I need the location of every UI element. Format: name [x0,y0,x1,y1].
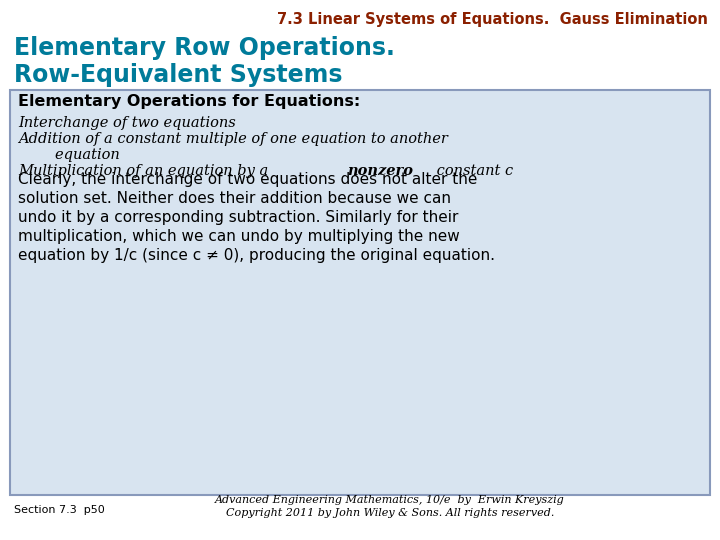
Text: Copyright 2011 by John Wiley & Sons. All rights reserved.: Copyright 2011 by John Wiley & Sons. All… [226,508,554,518]
Text: multiplication, which we can undo by multiplying the new: multiplication, which we can undo by mul… [18,229,460,244]
Text: Multiplication of an equation by a: Multiplication of an equation by a [18,164,273,178]
Text: 7.3 Linear Systems of Equations.  Gauss Elimination: 7.3 Linear Systems of Equations. Gauss E… [277,12,708,27]
Text: solution set. Neither does their addition because we can: solution set. Neither does their additio… [18,191,451,206]
Text: Elementary Row Operations.: Elementary Row Operations. [14,36,395,60]
Text: undo it by a corresponding subtraction. Similarly for their: undo it by a corresponding subtraction. … [18,210,459,225]
Text: nonzero: nonzero [347,164,413,178]
FancyBboxPatch shape [10,90,710,495]
Text: Clearly, the interchange of two equations does not alter the: Clearly, the interchange of two equation… [18,172,477,187]
Text: constant c: constant c [432,164,513,178]
Text: Interchange of two equations: Interchange of two equations [18,116,235,130]
Text: Advanced Engineering Mathematics, 10/e  by  Erwin Kreyszig: Advanced Engineering Mathematics, 10/e b… [215,495,565,505]
Text: Section 7.3  p50: Section 7.3 p50 [14,505,104,515]
Text: Elementary Operations for Equations:: Elementary Operations for Equations: [18,94,360,109]
Text: equation: equation [18,148,120,162]
Text: Row-Equivalent Systems: Row-Equivalent Systems [14,63,343,87]
Text: equation by 1/c (since c ≠ 0), producing the original equation.: equation by 1/c (since c ≠ 0), producing… [18,248,495,263]
Text: Addition of a constant multiple of one equation to another: Addition of a constant multiple of one e… [18,132,448,146]
